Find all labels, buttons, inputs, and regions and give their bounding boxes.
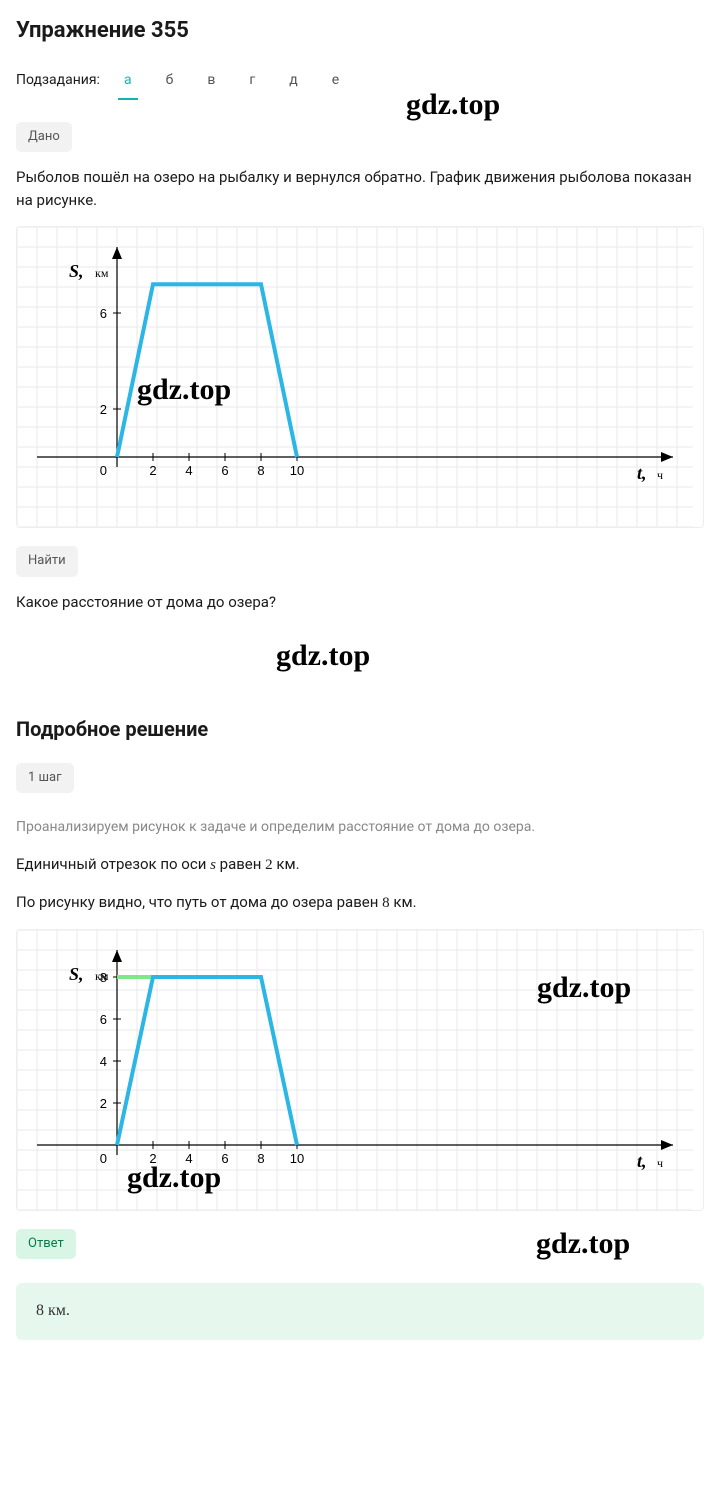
subtab-v[interactable]: в [201,66,221,100]
badge-step-1: 1 шаг [16,763,74,793]
svg-text:6: 6 [100,1012,107,1027]
svg-text:6: 6 [221,1151,228,1166]
answer-box: 8 км. [16,1283,704,1340]
result-line: По рисунку видно, что путь от дома до оз… [16,891,704,915]
page-title: Упражнение 355 [16,14,704,48]
svg-text:8: 8 [257,1151,264,1166]
svg-text:0: 0 [100,1151,107,1166]
subtab-e[interactable]: е [326,66,345,100]
watermark: gdz.top [536,1221,630,1268]
unit-suffix: км. [273,855,300,873]
svg-text:2: 2 [149,1151,156,1166]
svg-text:4: 4 [100,1054,107,1069]
result-suffix: км. [390,893,417,911]
subtab-b[interactable]: б [160,66,180,100]
svg-text:6: 6 [221,463,228,478]
subtabs-label: Подзадания: [16,70,100,92]
unit-line: Единичный отрезок по оси s равен 2 км. [16,853,704,877]
subtab-a[interactable]: а [118,66,138,100]
unit-mid: равен [216,855,265,873]
badge-answer: Ответ [16,1229,76,1259]
svg-text:4: 4 [185,1151,192,1166]
chart-1: gdz.top 246810260S,кмt,ч [16,226,704,528]
svg-text:ч: ч [657,1156,663,1170]
svg-text:2: 2 [100,402,107,417]
svg-text:0: 0 [100,463,107,478]
step-1-desc: Проанализируем рисунок к задаче и опреде… [16,817,704,839]
svg-text:4: 4 [185,463,192,478]
svg-text:10: 10 [290,463,304,478]
chart-2: gdz.top gdz.top 24681024680S,кмt,ч [16,929,704,1211]
badge-given: Дано [16,122,72,152]
watermark: gdz.top [276,633,370,680]
svg-text:8: 8 [257,463,264,478]
svg-text:t,: t, [637,1151,647,1171]
svg-text:км: км [95,969,109,983]
given-text: Рыболов пошёл на озеро на рыбалку и верн… [16,166,704,213]
svg-text:10: 10 [290,1151,304,1166]
svg-text:S,: S, [69,261,84,281]
svg-text:2: 2 [149,463,156,478]
solution-title: Подробное решение [16,714,704,745]
svg-text:6: 6 [100,306,107,321]
svg-text:ч: ч [657,468,663,482]
svg-text:S,: S, [69,964,84,984]
subtabs: а б в г д е [118,66,345,100]
result-val: 8 [382,895,390,911]
subtabs-row: Подзадания: а б в г д е [16,66,704,100]
find-text: Какое расстояние от дома до озера? [16,591,704,614]
svg-text:t,: t, [637,463,647,483]
subtab-d[interactable]: д [283,66,303,100]
unit-val: 2 [265,857,273,873]
subtab-g[interactable]: г [243,66,261,100]
result-prefix: По рисунку видно, что путь от дома до оз… [16,893,382,911]
svg-text:км: км [95,266,109,280]
svg-text:2: 2 [100,1096,107,1111]
unit-prefix: Единичный отрезок по оси [16,855,210,873]
badge-find: Найти [16,546,78,576]
